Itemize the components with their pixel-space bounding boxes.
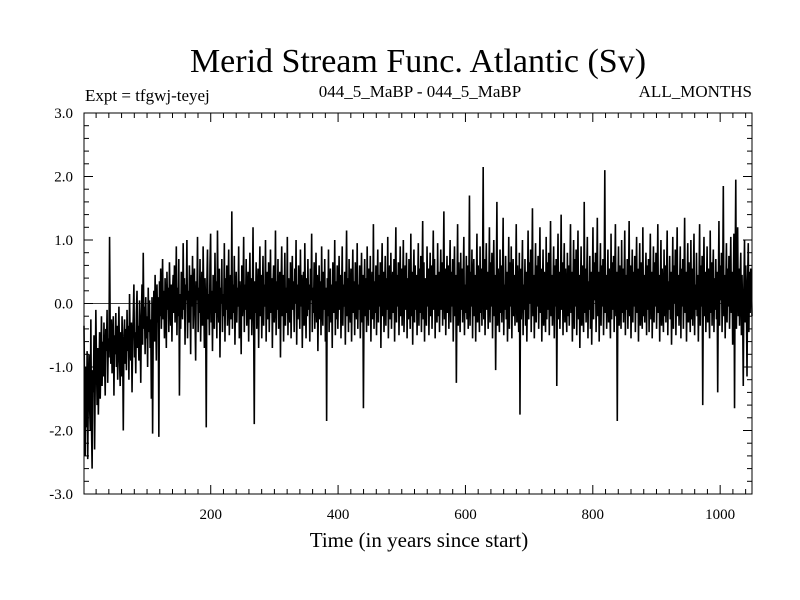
y-tick-label: -2.0 — [49, 424, 73, 440]
x-tick-label: 200 — [199, 507, 222, 523]
y-tick-label: 3.0 — [54, 106, 73, 122]
y-tick-label: 0.0 — [54, 297, 73, 313]
x-tick-label: 1000 — [705, 507, 735, 523]
y-tick-label: 2.0 — [54, 170, 73, 186]
subtitle-center: 044_5_MaBP - 044_5_MaBP — [319, 82, 521, 101]
x-tick-label: 600 — [454, 507, 477, 523]
y-tick-label: -3.0 — [49, 487, 73, 503]
x-tick-label: 800 — [582, 507, 605, 523]
chart-title: Merid Stream Func. Atlantic (Sv) — [190, 43, 646, 80]
series-line-0 — [83, 166, 753, 469]
x-axis-label: Time (in years since start) — [310, 528, 529, 552]
y-tick-label: -1.0 — [49, 360, 73, 376]
subtitle-right: ALL_MONTHS — [639, 82, 752, 101]
plot-area: 200 400 600 800 1000 -3.0 -2.0 -1.0 0.0 1.0 2.0 3.0 — [49, 106, 753, 523]
y-tick-label: 1.0 — [54, 233, 73, 249]
x-tick-label: 400 — [327, 507, 350, 523]
subtitle-left: Expt = tfgwj-teyej — [85, 86, 210, 105]
